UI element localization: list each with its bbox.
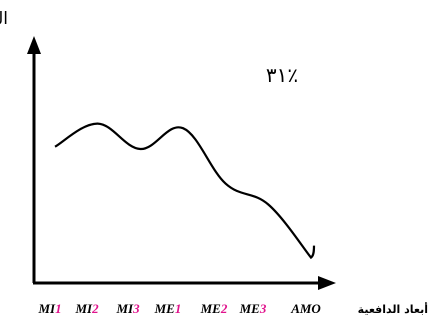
- x-axis-label: أبعاد الدافعية: [358, 302, 428, 316]
- y-axis-label: التقدير: [0, 9, 8, 29]
- y-axis-arrow: [27, 36, 41, 54]
- chart-axes: [27, 36, 336, 290]
- chart-annotation: ٪٣١: [266, 63, 298, 87]
- x-tick-label: MI2: [74, 301, 99, 316]
- x-tick-label: MI3: [115, 301, 140, 316]
- x-tick-label: ME1: [154, 301, 182, 316]
- x-tick-label: ME3: [239, 301, 267, 316]
- x-tick-label: MI1: [37, 301, 61, 316]
- series-line: [54, 122, 316, 260]
- x-tick-label: ME2: [200, 301, 228, 316]
- x-tick-labels: MI1 MI2 MI3 ME1 ME2 ME3 AMO: [37, 301, 321, 316]
- x-tick-label: AMO: [290, 301, 321, 316]
- x-axis-arrow: [318, 276, 336, 290]
